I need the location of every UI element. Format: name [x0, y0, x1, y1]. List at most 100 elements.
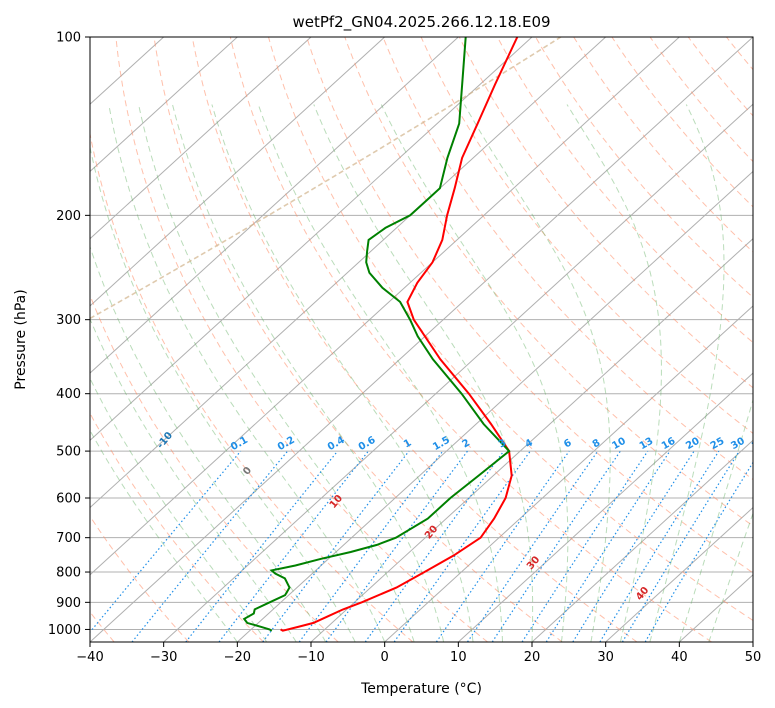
- y-tick-label: 300: [56, 313, 81, 328]
- y-tick-label: 100: [56, 31, 81, 46]
- mixing-ratio-label: 36: [750, 436, 768, 453]
- mixing-ratio-line: [325, 450, 468, 642]
- moist-adiabat-line: [313, 104, 534, 642]
- dry-adiabat-line: [382, 37, 753, 481]
- x-tick-label: −40: [76, 650, 103, 665]
- isotherm-line: [90, 37, 607, 509]
- y-tick-label: 500: [56, 445, 81, 460]
- mixing-ratio-line: [90, 450, 242, 633]
- dry-adiabat-line: [90, 293, 339, 642]
- moist-adiabat-line: [463, 104, 611, 642]
- moist-adiabat-line: [90, 245, 327, 642]
- moist-adiabat-line: [678, 398, 753, 642]
- mixing-ratio-line: [491, 450, 621, 642]
- moist-adiabat-line: [649, 104, 725, 642]
- y-tick-label: 200: [56, 209, 81, 224]
- x-tick-label: 40: [671, 650, 688, 665]
- moist-adiabat-line: [257, 104, 503, 642]
- moist-adiabat-line: [380, 104, 569, 642]
- dry-adiabat-line: [191, 37, 638, 642]
- dry-adiabat-line: [153, 37, 563, 642]
- moist-adiabat-line: [211, 104, 474, 642]
- dry-adiabat-line: [344, 37, 753, 527]
- y-tick-label: 900: [56, 596, 81, 611]
- y-tick-label: 1000: [48, 623, 81, 638]
- y-tick-label: 700: [56, 531, 81, 546]
- x-tick-label: 0: [381, 650, 389, 665]
- isotherm-line: [163, 103, 753, 642]
- x-tick-label: 10: [450, 650, 467, 665]
- mixing-ratio-line: [364, 450, 505, 642]
- x-tick-label: 30: [597, 650, 614, 665]
- isotherm-line: [310, 237, 753, 642]
- dry-adiabat-line: [306, 37, 753, 574]
- y-axis-label: Pressure (hPa): [13, 289, 29, 389]
- dry-adiabat-line: [229, 37, 712, 642]
- moist-adiabat-line: [90, 377, 268, 642]
- isotherm-line: [457, 372, 753, 642]
- y-tick-label: 600: [56, 492, 81, 507]
- mixing-ratio-label: 6: [562, 437, 574, 450]
- axis-ticks: −40 −30 −20 −10 0 10 20 30 40 50 1000 900 800 700 600 5…: [48, 31, 761, 666]
- dewpoint-trace: [242, 37, 511, 632]
- isotherm-line: [605, 506, 753, 642]
- mixing-ratio-line: [262, 450, 410, 642]
- x-tick-label: 50: [745, 650, 762, 665]
- x-tick-label: −20: [224, 650, 251, 665]
- moist-adiabat-line: [172, 104, 445, 642]
- dry-adiabat-line: [573, 37, 753, 253]
- dry-adiabat-line: [268, 37, 753, 622]
- y-tick-label: 800: [56, 566, 81, 581]
- isotherm-line: [90, 37, 459, 374]
- x-tick-label: 20: [524, 650, 541, 665]
- mixing-ratio-line: [435, 450, 570, 642]
- mixing-ratio-line: [545, 450, 671, 642]
- mixing-ratio-label: 8: [591, 437, 603, 450]
- moist-adiabat-line: [566, 104, 662, 642]
- x-axis-label: Temperature (°C): [360, 681, 482, 697]
- isotherm-line: [90, 37, 680, 576]
- mixing-ratio-line: [572, 450, 695, 642]
- moist-adiabat-line: [90, 317, 297, 642]
- mixing-ratio-line: [466, 450, 599, 642]
- moist-adiabat-line: [90, 429, 238, 642]
- moist-adiabat-line: [138, 104, 415, 642]
- y-tick-label: 400: [56, 387, 81, 402]
- mixing-ratio-line: [131, 450, 289, 642]
- dry-adiabat-label: -20: [62, 366, 82, 387]
- dry-adiabat-line: [496, 37, 753, 344]
- isotherm-line: [90, 37, 238, 173]
- dry-adiabat-line: [90, 412, 264, 642]
- mixing-ratio-label: 4: [523, 437, 535, 450]
- isotherm-line: [90, 37, 533, 442]
- mixing-ratio-line: [393, 450, 531, 642]
- mixing-ratio-line: [521, 450, 649, 642]
- isotherm-line: [90, 37, 386, 307]
- chart-title: wetPf2_GN04.2025.266.12.18.E09: [292, 13, 550, 32]
- mixing-ratio-line: [621, 450, 740, 642]
- x-tick-label: −10: [297, 650, 324, 665]
- dry-adiabat-line: [458, 37, 753, 389]
- mixing-ratio-label: 3: [497, 437, 509, 450]
- mixing-ratio-label: 2: [461, 437, 473, 450]
- dry-adiabat-line: [420, 37, 753, 434]
- isotherm-line: [384, 305, 753, 642]
- isotherm-line: [90, 37, 753, 642]
- isotherm-line: [236, 170, 753, 642]
- moist-adiabat-line: [708, 512, 753, 642]
- mixing-ratio-line: [298, 450, 444, 642]
- dry-adiabat-label: -30: [0, 323, 10, 344]
- x-tick-label: −30: [150, 650, 177, 665]
- dry-adiabat-line: [649, 37, 753, 163]
- background-lines: [90, 37, 775, 642]
- mixing-ratio-label: 1: [402, 437, 414, 450]
- plot-frame: [89, 36, 754, 643]
- dry-adiabat-line: [90, 131, 414, 642]
- dry-adiabat-line: [115, 37, 488, 642]
- series-layer: [242, 37, 519, 632]
- mixing-ratio-line: [185, 450, 339, 642]
- dry-adiabat-line: [765, 37, 775, 642]
- isotherm-line: [752, 641, 753, 642]
- isotherm-line: [531, 439, 753, 642]
